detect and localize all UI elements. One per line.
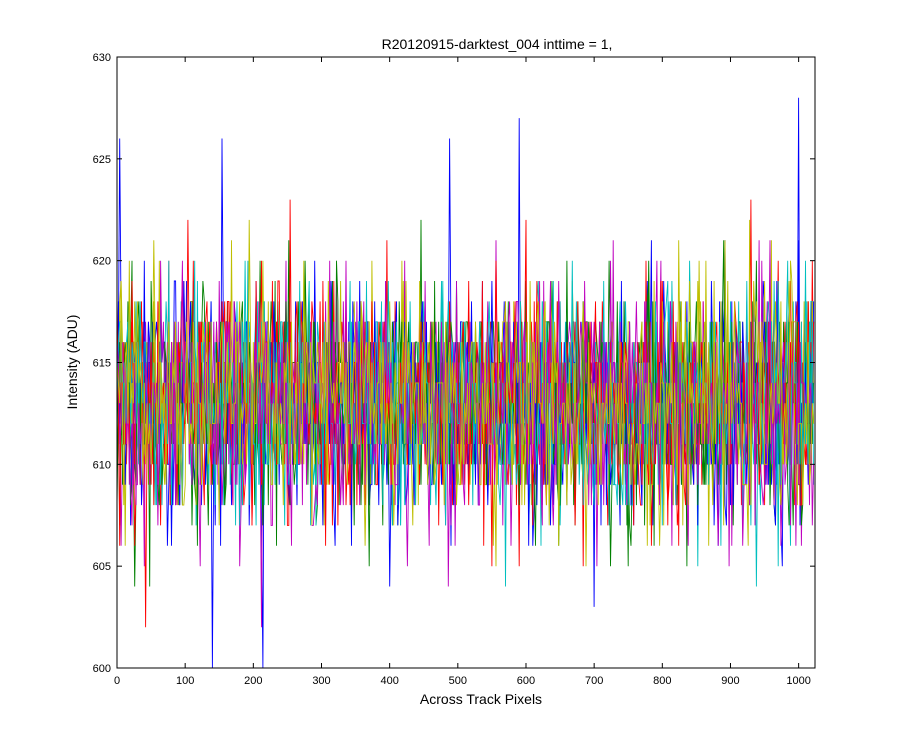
series-line: [116, 219, 815, 567]
x-tick-label: 0: [114, 675, 120, 687]
axis-ticks: 0 100 200 300 400 500 600 700 800 900 1000 600 605 61…: [93, 52, 815, 687]
x-tick-label: 600: [517, 675, 535, 687]
y-tick-label: 620: [93, 256, 111, 268]
x-tick-label: 400: [380, 675, 398, 687]
series-line: [116, 240, 815, 587]
y-tick-label: 605: [93, 561, 111, 573]
x-axis-title: Across Track Pixels: [420, 691, 542, 707]
x-tick-label: 800: [653, 675, 671, 687]
x-tick-label: 1000: [786, 675, 810, 687]
series-layer: [116, 97, 815, 669]
y-tick-label: 615: [93, 358, 111, 370]
chart-title: R20120915-darktest_004 inttime = 1,: [382, 36, 613, 52]
x-tick-label: 100: [176, 675, 194, 687]
y-axis-title: Intensity (ADU): [64, 315, 80, 410]
x-tick-label: 700: [585, 675, 603, 687]
y-tick-label: 630: [93, 52, 111, 64]
y-tick-label: 625: [93, 154, 111, 166]
y-tick-label: 610: [93, 459, 111, 471]
x-tick-label: 200: [244, 675, 262, 687]
x-tick-label: 900: [721, 675, 739, 687]
y-tick-label: 600: [93, 663, 111, 675]
x-tick-label: 300: [312, 675, 330, 687]
x-tick-label: 500: [449, 675, 467, 687]
